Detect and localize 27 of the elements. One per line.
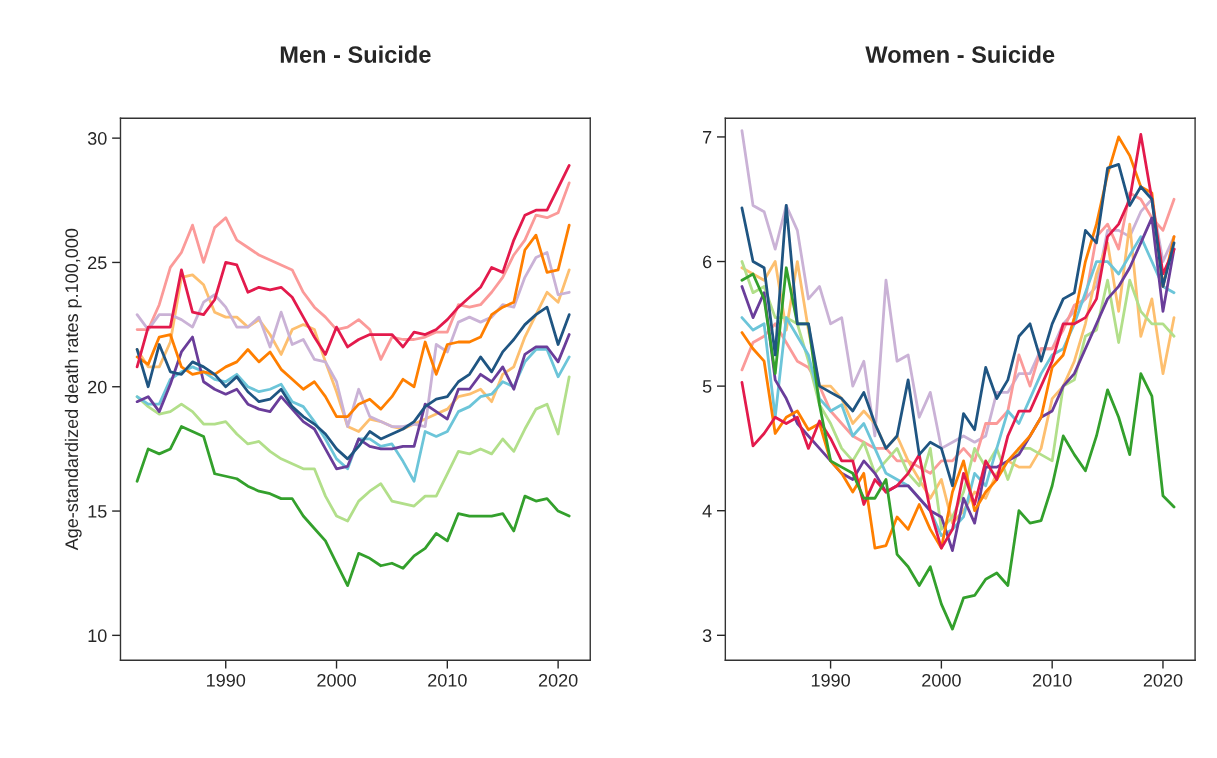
- y-axis-title: Age-standardized death rates p.100,000: [64, 228, 82, 551]
- x-tick-label: 2020: [1143, 673, 1183, 687]
- y-tick-label: 25: [88, 256, 107, 270]
- x-tick-label: 1990: [207, 673, 246, 687]
- y-tick-label: 15: [88, 505, 107, 518]
- x-tick-label: 2000: [922, 673, 961, 687]
- y-tick-label: 6: [703, 255, 712, 269]
- line-series: [135, 333, 571, 471]
- chart-title: Men - Suicide: [280, 45, 431, 63]
- y-tick-label: 4: [702, 504, 712, 518]
- x-tick-label: 2020: [538, 673, 578, 687]
- y-tick-label: 30: [87, 132, 107, 145]
- y-tick-label: 20: [88, 380, 107, 394]
- y-tick-label: 10: [88, 629, 107, 643]
- y-tick-label: 3: [702, 629, 712, 643]
- line-series: [740, 266, 1176, 631]
- line-series: [135, 375, 571, 523]
- line-series: [135, 305, 571, 461]
- x-tick-label: 2010: [1033, 673, 1072, 687]
- y-tick-label: 5: [702, 380, 712, 393]
- x-tick-label: 2010: [428, 673, 467, 687]
- chart-title: Women - Suicide: [865, 45, 1055, 63]
- line-series: [135, 425, 571, 588]
- x-tick-label: 1990: [811, 673, 850, 687]
- x-tick-label: 2000: [317, 673, 356, 687]
- y-tick-label: 7: [703, 131, 712, 144]
- line-series: [135, 223, 571, 418]
